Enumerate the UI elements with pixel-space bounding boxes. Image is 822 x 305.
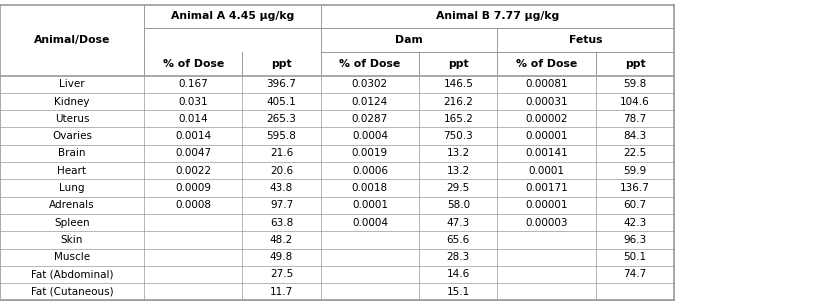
Text: 405.1: 405.1 [266, 96, 297, 106]
Text: 97.7: 97.7 [270, 200, 293, 210]
Text: Fat (Cutaneous): Fat (Cutaneous) [30, 287, 113, 297]
Text: 595.8: 595.8 [266, 131, 297, 141]
Text: 0.00003: 0.00003 [525, 217, 568, 228]
Text: 49.8: 49.8 [270, 252, 293, 262]
Text: Fetus: Fetus [569, 35, 603, 45]
Text: 20.6: 20.6 [270, 166, 293, 176]
Text: 0.0302: 0.0302 [352, 79, 388, 89]
Text: 27.5: 27.5 [270, 270, 293, 279]
Text: 96.3: 96.3 [623, 235, 647, 245]
Text: Muscle: Muscle [54, 252, 90, 262]
Text: 0.0009: 0.0009 [175, 183, 211, 193]
Text: 265.3: 265.3 [266, 114, 297, 124]
Text: 0.0018: 0.0018 [352, 183, 388, 193]
Text: 74.7: 74.7 [623, 270, 647, 279]
Text: 59.8: 59.8 [623, 79, 647, 89]
Text: Uterus: Uterus [55, 114, 89, 124]
Text: 0.0047: 0.0047 [175, 149, 211, 158]
Text: 43.8: 43.8 [270, 183, 293, 193]
Text: 0.0001: 0.0001 [352, 200, 388, 210]
Text: % of Dose: % of Dose [516, 59, 577, 69]
Text: 0.0022: 0.0022 [175, 166, 211, 176]
Text: 48.2: 48.2 [270, 235, 293, 245]
Text: 0.167: 0.167 [178, 79, 208, 89]
Text: 0.0008: 0.0008 [175, 200, 211, 210]
Text: 0.0001: 0.0001 [529, 166, 565, 176]
Text: 0.0004: 0.0004 [352, 131, 388, 141]
Text: Ovaries: Ovaries [52, 131, 92, 141]
Text: 50.1: 50.1 [623, 252, 647, 262]
Text: Animal B 7.77 μg/kg: Animal B 7.77 μg/kg [436, 11, 559, 21]
Text: 21.6: 21.6 [270, 149, 293, 158]
Text: ppt: ppt [448, 59, 469, 69]
Text: 0.031: 0.031 [178, 96, 208, 106]
Text: 396.7: 396.7 [266, 79, 297, 89]
Text: 29.5: 29.5 [446, 183, 470, 193]
Text: 750.3: 750.3 [443, 131, 473, 141]
Text: 84.3: 84.3 [623, 131, 647, 141]
Text: Kidney: Kidney [54, 96, 90, 106]
Text: 0.00001: 0.00001 [525, 200, 568, 210]
Text: Adrenals: Adrenals [49, 200, 95, 210]
Text: 146.5: 146.5 [443, 79, 473, 89]
Text: 0.00141: 0.00141 [525, 149, 568, 158]
Text: Fat (Abdominal): Fat (Abdominal) [30, 270, 113, 279]
Text: 0.00031: 0.00031 [525, 96, 568, 106]
Text: 104.6: 104.6 [620, 96, 650, 106]
Text: 0.0124: 0.0124 [352, 96, 388, 106]
Text: Lung: Lung [59, 183, 85, 193]
Text: 59.9: 59.9 [623, 166, 647, 176]
Text: 0.0004: 0.0004 [352, 217, 388, 228]
Text: 0.0287: 0.0287 [352, 114, 388, 124]
Text: 13.2: 13.2 [446, 166, 470, 176]
Text: % of Dose: % of Dose [339, 59, 400, 69]
Text: 22.5: 22.5 [623, 149, 647, 158]
Text: 0.0014: 0.0014 [175, 131, 211, 141]
Text: 58.0: 58.0 [446, 200, 470, 210]
Text: 60.7: 60.7 [623, 200, 647, 210]
Text: 13.2: 13.2 [446, 149, 470, 158]
Text: 0.014: 0.014 [178, 114, 208, 124]
Text: 165.2: 165.2 [443, 114, 473, 124]
Text: 0.00171: 0.00171 [525, 183, 568, 193]
Text: ppt: ppt [625, 59, 645, 69]
Text: 216.2: 216.2 [443, 96, 473, 106]
Text: Skin: Skin [61, 235, 83, 245]
Text: 47.3: 47.3 [446, 217, 470, 228]
Text: 28.3: 28.3 [446, 252, 470, 262]
Text: 0.0019: 0.0019 [352, 149, 388, 158]
Text: 14.6: 14.6 [446, 270, 470, 279]
Text: 0.00001: 0.00001 [525, 131, 568, 141]
Text: Spleen: Spleen [54, 217, 90, 228]
Text: % of Dose: % of Dose [163, 59, 224, 69]
Text: Brain: Brain [58, 149, 85, 158]
Text: Heart: Heart [58, 166, 86, 176]
Text: 42.3: 42.3 [623, 217, 647, 228]
Text: 65.6: 65.6 [446, 235, 470, 245]
Text: 78.7: 78.7 [623, 114, 647, 124]
Text: Dam: Dam [395, 35, 423, 45]
Text: 11.7: 11.7 [270, 287, 293, 297]
Text: Animal/Dose: Animal/Dose [34, 35, 110, 45]
Text: Liver: Liver [59, 79, 85, 89]
Text: 0.0006: 0.0006 [352, 166, 388, 176]
Text: 15.1: 15.1 [446, 287, 470, 297]
Text: 63.8: 63.8 [270, 217, 293, 228]
Text: 136.7: 136.7 [620, 183, 650, 193]
Text: ppt: ppt [271, 59, 292, 69]
Text: 0.00002: 0.00002 [525, 114, 568, 124]
Text: Animal A 4.45 μg/kg: Animal A 4.45 μg/kg [171, 11, 293, 21]
Text: 0.00081: 0.00081 [525, 79, 568, 89]
